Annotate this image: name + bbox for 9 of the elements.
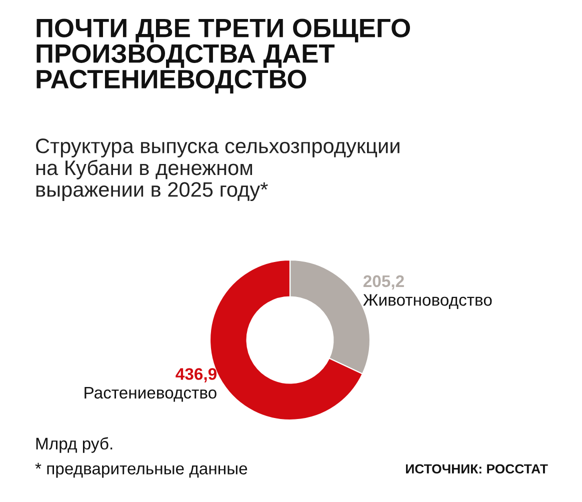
data-label: 436,9 bbox=[176, 368, 216, 382]
text: Млрд руб. bbox=[36, 437, 112, 453]
text: ИСТОЧНИК: РОССТАТ bbox=[406, 464, 548, 474]
chart-subtitle: Структура выпуска сельхозпродукции на Кубани в денежном выражении в 2025 году* bbox=[36, 138, 400, 201]
chart-title: ПОЧТИ ДВЕ ТРЕТИ ОБЩЕГО ПРОИЗВОДСТВА ДАЕТ РАСТЕНИЕВОДСТВО bbox=[36, 18, 410, 94]
data-label: 205,2 bbox=[363, 275, 404, 290]
text: * предварительные данные bbox=[35, 462, 248, 478]
slice-label: Растениеводство bbox=[84, 387, 216, 402]
slice-label: Животноводство bbox=[363, 294, 492, 310]
